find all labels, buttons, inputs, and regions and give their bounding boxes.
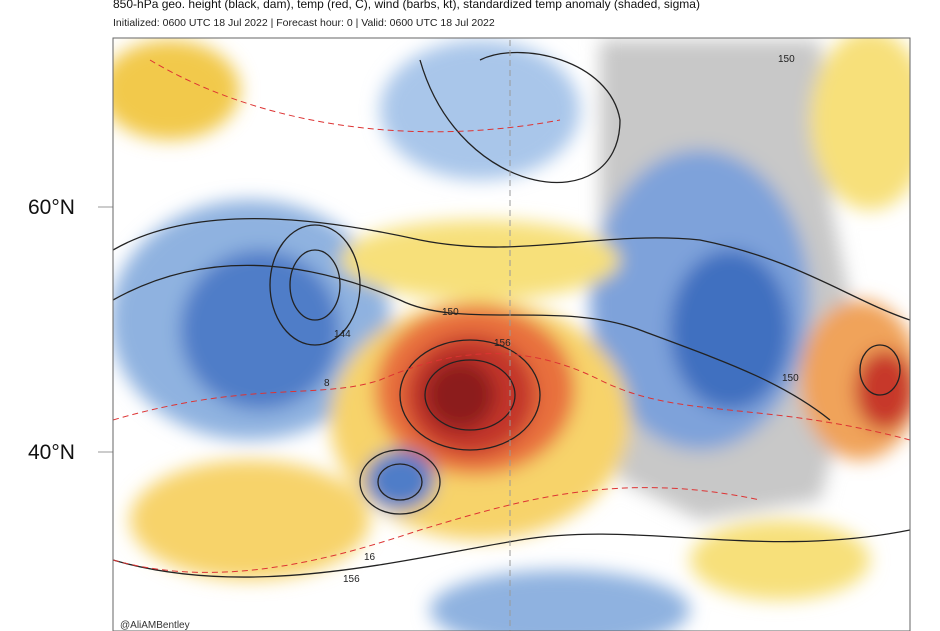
lat-label: 60°N bbox=[28, 196, 75, 219]
temp-contours bbox=[113, 59, 910, 573]
contour-label: 16 bbox=[364, 552, 376, 563]
contour-label: 8 bbox=[324, 378, 330, 389]
map-frame bbox=[112, 37, 911, 631]
subtitle: Initialized: 0600 UTC 18 Jul 2022 | Fore… bbox=[113, 17, 495, 29]
contour-label: 150 bbox=[782, 373, 799, 384]
contour-label: 156 bbox=[343, 574, 360, 585]
contour-label: 150 bbox=[778, 54, 795, 65]
credit: @AliAMBentley bbox=[120, 620, 190, 631]
map: 150 150 156 144 150 156 16 8 @AliAMBentl… bbox=[113, 38, 910, 631]
anomaly-shading bbox=[113, 38, 910, 631]
contour-label: 150 bbox=[442, 307, 459, 318]
title: 850-hPa geo. height (black, dam), temp (… bbox=[113, 0, 700, 11]
contour-label: 144 bbox=[334, 329, 351, 340]
height-contours bbox=[113, 51, 910, 578]
lat-label: 40°N bbox=[28, 441, 75, 464]
contour-label: 156 bbox=[494, 338, 511, 349]
